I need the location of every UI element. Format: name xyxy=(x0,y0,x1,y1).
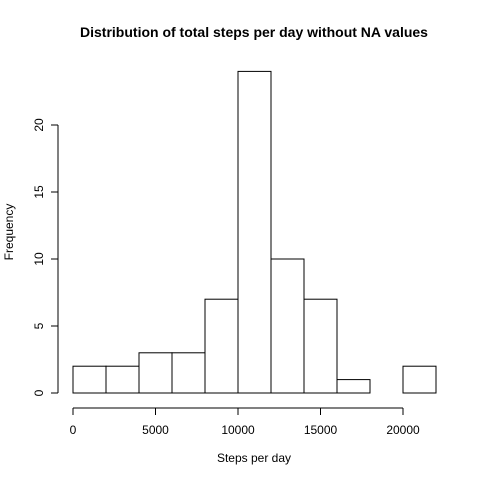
x-tick-label-3: 15000 xyxy=(304,423,338,437)
y-tick-label-0: 0 xyxy=(32,389,46,396)
x-tick-label-2: 10000 xyxy=(221,423,255,437)
y-tick-label-2: 10 xyxy=(32,252,46,266)
histogram-bar-2 xyxy=(138,352,173,394)
histogram-bar-10 xyxy=(402,365,437,394)
x-axis-label: Steps per day xyxy=(217,451,291,465)
histogram-bar-5 xyxy=(237,70,272,394)
x-tick-label-4: 20000 xyxy=(386,423,420,437)
histogram-bar-0 xyxy=(72,365,107,394)
y-tick-label-3: 15 xyxy=(32,185,46,199)
bars-group xyxy=(72,70,437,394)
x-axis: 0 5000 10000 15000 20000 xyxy=(70,407,420,437)
chart-title: Distribution of total steps per day with… xyxy=(80,24,428,40)
y-axis: 0 5 10 15 20 xyxy=(32,118,59,396)
y-tick-label-4: 20 xyxy=(32,118,46,132)
histogram-bar-4 xyxy=(204,298,239,394)
x-tick-label-1: 5000 xyxy=(142,423,169,437)
histogram-bar-7 xyxy=(303,298,338,394)
histogram-bar-1 xyxy=(105,365,140,394)
x-tick-label-0: 0 xyxy=(70,423,77,437)
histogram-bar-6 xyxy=(270,258,305,394)
histogram-bar-3 xyxy=(171,352,206,394)
y-axis-label: Frequency xyxy=(2,204,16,261)
histogram-bar-8 xyxy=(336,379,371,394)
y-tick-label-1: 5 xyxy=(32,322,46,329)
